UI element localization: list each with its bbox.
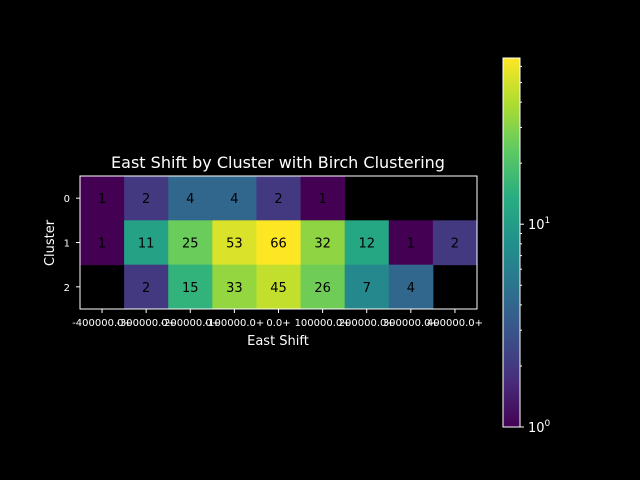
cell-value-label: 2 [142,281,150,296]
heatmap-cell [344,220,390,266]
cell-value-label: 32 [314,237,331,252]
cell-value-label: 15 [182,281,199,296]
x-tick-label: 200000.0+ [339,318,395,329]
cell-value-label: 2 [142,192,150,207]
cell-value-label: 12 [358,237,375,252]
heatmap-cell [80,176,125,221]
cell-value-label: 4 [230,192,238,207]
heatmap-cell [124,264,169,310]
cell-value-label: 1 [318,192,326,207]
cell-value-label: 25 [182,237,199,252]
cell-value-label: 26 [314,281,331,296]
colorbar-tick-label: 101 [528,216,550,233]
cell-value-label: 2 [451,237,459,252]
cell-value-label: 11 [138,237,155,252]
y-axis-ticks: 0 1 2 [64,194,80,294]
x-tick-label: 300000.0+ [383,318,439,329]
cell-value-label: 2 [274,192,282,207]
cell-value-label: 7 [363,281,371,296]
heatmap-cell [124,220,169,266]
heatmap-cell [256,220,302,266]
cell-value-label: 1 [407,237,415,252]
cell-value-label: 66 [270,237,287,252]
heatmap-cell [300,176,346,221]
cell-value-label: 33 [226,281,243,296]
x-tick-label: 100000.0+ [295,318,351,329]
heatmap-cell [168,220,213,266]
x-tick-label: -400000.0+ [72,318,132,329]
heatmap-cell [388,220,434,266]
x-tick-label: -200000.0+ [160,318,220,329]
y-axis-label: Cluster [43,219,58,266]
cell-value-label: 53 [226,237,243,252]
heatmap-cell [212,220,257,266]
heatmap-cell [212,176,257,221]
cell-value-labels: 1 2 4 4 2 11 11 25 53 66 32 12 1 22 15 33 45 26 7 4 [98,192,459,296]
heatmap-cell [212,264,257,310]
y-tick-label: 2 [64,283,70,294]
heatmap-cell [388,264,434,310]
chart-title: East Shift by Cluster with Birch Cluster… [111,153,445,172]
heatmap-cell [256,176,302,221]
heatmap-cell [168,264,213,310]
x-tick-label: 400000.0+ [427,318,483,329]
cell-value-label: 1 [98,237,106,252]
x-tick-label: -100000.0+ [205,318,265,329]
cell-value-label: 4 [407,281,415,296]
colorbar-tick-label: 100 [528,419,551,436]
heatmap-cell [256,264,302,310]
heatmap-cell [300,220,346,266]
cell-value-label: 1 [98,192,106,207]
heatmap-cell [124,176,169,221]
heatmap-cell [80,220,125,266]
x-axis-label: East Shift [247,334,309,349]
x-tick-label: -300000.0+ [116,318,176,329]
x-axis-ticks: -400000.0+-300000.0+-200000.0+-100000.0+… [72,309,483,329]
cell-value-label: 45 [270,281,287,296]
heatmap-cell [344,264,390,310]
heatmap-cells [80,176,478,310]
heatmap-cell [300,264,346,310]
cell-value-label: 4 [186,192,194,207]
x-tick-label: 0.0+ [266,318,290,329]
colorbar [502,57,521,428]
heatmap-cell [168,176,213,221]
y-tick-label: 1 [64,239,70,250]
colorbar-ticks: 100 101 [520,65,551,436]
heatmap-cell [432,220,478,266]
y-tick-label: 0 [64,194,70,205]
